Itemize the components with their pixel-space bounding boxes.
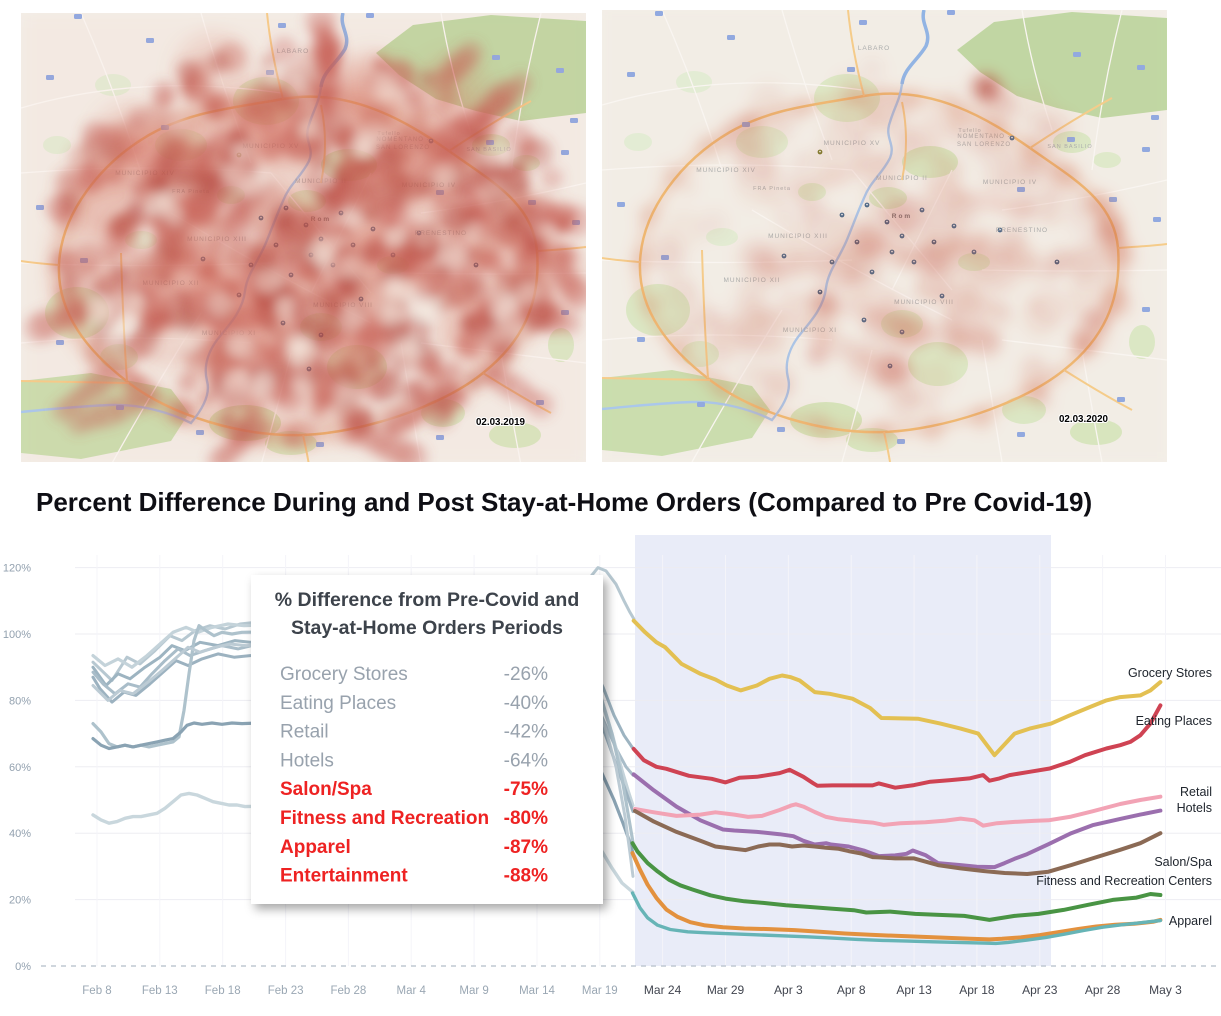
svg-text:Salon/Spa: Salon/Spa [280,779,372,800]
svg-text:40%: 40% [9,828,31,840]
svg-text:0%: 0% [15,961,31,973]
svg-text:-64%: -64% [504,750,548,771]
svg-text:Apparel: Apparel [280,837,351,858]
svg-text:Mar 14: Mar 14 [519,985,555,997]
svg-text:60%: 60% [9,762,31,774]
svg-text:Feb 13: Feb 13 [142,985,178,997]
svg-text:Retail: Retail [1180,785,1212,799]
svg-text:Apr 23: Apr 23 [1022,983,1058,997]
svg-text:May 3: May 3 [1149,983,1182,997]
svg-text:Apr 18: Apr 18 [959,983,995,997]
svg-text:Mar 29: Mar 29 [707,983,745,997]
svg-text:80%: 80% [9,695,31,707]
svg-text:Feb 8: Feb 8 [82,985,111,997]
svg-text:Fitness and Recreation: Fitness and Recreation [280,808,489,829]
svg-text:02.03.2019: 02.03.2019 [476,417,526,428]
svg-text:Retail: Retail [280,722,329,743]
svg-text:Hotels: Hotels [280,750,334,771]
svg-text:Eating Places: Eating Places [280,693,396,714]
svg-text:-40%: -40% [504,693,548,714]
svg-text:-80%: -80% [504,808,548,829]
svg-text:-42%: -42% [504,722,548,743]
svg-text:02.03.2020: 02.03.2020 [1059,414,1109,425]
svg-text:Stay-at-Home Orders Periods: Stay-at-Home Orders Periods [291,617,563,639]
svg-text:Grocery Stores: Grocery Stores [280,664,408,685]
svg-text:Grocery Stores: Grocery Stores [1128,666,1212,680]
svg-text:Mar 24: Mar 24 [644,983,682,997]
svg-text:Fitness and Recreation Centers: Fitness and Recreation Centers [1036,874,1212,888]
svg-text:Apr 8: Apr 8 [837,983,866,997]
svg-text:100%: 100% [3,629,31,641]
svg-text:Eating Places: Eating Places [1136,714,1212,728]
svg-text:Mar 9: Mar 9 [459,985,488,997]
svg-text:Entertainment: Entertainment [280,866,408,887]
svg-text:Feb 18: Feb 18 [205,985,241,997]
svg-text:-87%: -87% [504,837,548,858]
svg-text:Apr 3: Apr 3 [774,983,803,997]
svg-text:Salon/Spa: Salon/Spa [1154,855,1212,869]
svg-text:% Difference from Pre-Covid an: % Difference from Pre-Covid and [275,589,579,611]
svg-text:Apr 13: Apr 13 [896,983,932,997]
svg-text:Feb 23: Feb 23 [268,985,304,997]
svg-text:Apparel: Apparel [1169,914,1212,928]
svg-text:-88%: -88% [504,866,548,887]
svg-text:Hotels: Hotels [1177,801,1212,815]
svg-text:Mar 19: Mar 19 [582,985,618,997]
svg-text:Mar 4: Mar 4 [396,985,426,997]
svg-text:Feb 28: Feb 28 [330,985,366,997]
svg-text:-26%: -26% [504,664,548,685]
svg-text:-75%: -75% [504,779,548,800]
svg-text:Apr 28: Apr 28 [1085,983,1121,997]
svg-text:120%: 120% [3,563,31,575]
svg-text:20%: 20% [9,895,31,907]
